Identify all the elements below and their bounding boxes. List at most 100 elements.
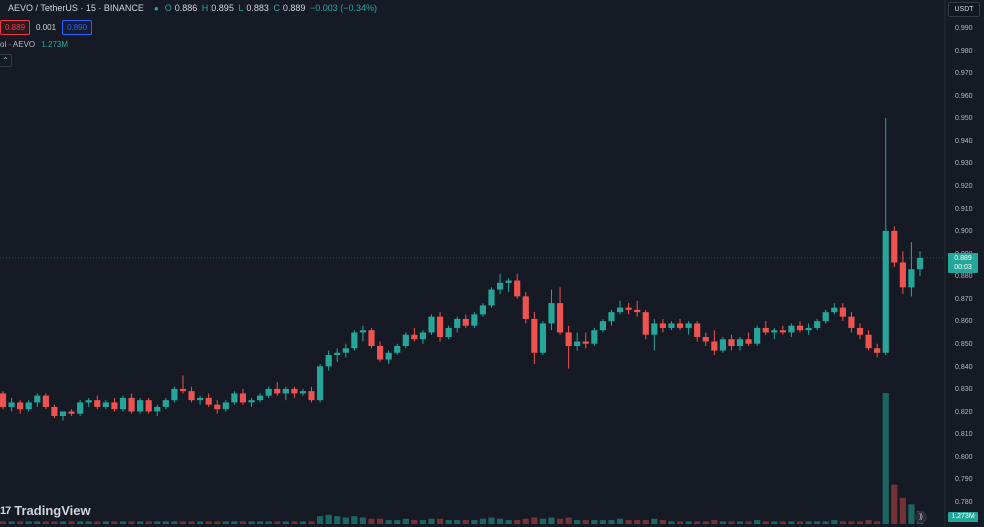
candle <box>68 409 75 416</box>
candle-body <box>659 323 666 328</box>
candle-body <box>239 393 247 403</box>
volume-bar <box>8 521 15 524</box>
volume-bar <box>736 521 744 524</box>
volume-bar <box>171 521 178 524</box>
candle <box>899 251 906 295</box>
candle-body <box>359 330 367 333</box>
candle-body <box>882 230 889 353</box>
symbol-title[interactable]: AEVO / TetherUS · 15 · BINANCE <box>8 3 144 13</box>
volume-bar <box>771 521 778 524</box>
candle <box>299 388 307 396</box>
volume-bar <box>634 520 641 524</box>
candle-body <box>34 395 41 403</box>
candle <box>874 343 881 358</box>
volume-bar <box>274 521 281 524</box>
volume-bar <box>651 518 658 524</box>
candle <box>137 397 144 414</box>
volume-bar <box>496 518 504 524</box>
volume-tag: 1.273M <box>948 512 978 522</box>
price-tick-label: 0.810 <box>955 431 973 439</box>
candle <box>436 312 444 342</box>
volume-bar <box>411 520 418 524</box>
candle-body <box>788 325 795 333</box>
candle-body <box>325 355 332 367</box>
candle <box>248 397 255 407</box>
buy-button[interactable]: 0.890 <box>62 20 93 35</box>
candle <box>634 300 641 317</box>
volume-bar <box>874 521 881 524</box>
candle-body <box>814 321 821 328</box>
price-tick-label: 0.920 <box>955 183 973 190</box>
candle-body <box>831 307 838 313</box>
candle-body <box>222 402 229 410</box>
candle-body <box>8 402 15 407</box>
candle-body <box>197 397 204 401</box>
volume-bar <box>505 520 512 524</box>
volume-bar <box>514 520 521 524</box>
volume-bar <box>479 518 487 524</box>
candle-body <box>745 339 752 344</box>
volume-bar <box>179 521 187 524</box>
volume-bar <box>231 521 238 524</box>
volume-bar <box>865 520 872 524</box>
volume-bar <box>616 518 624 524</box>
candle <box>882 118 889 356</box>
volume-bar <box>368 518 375 524</box>
volume-bar <box>908 504 915 524</box>
volume-bar <box>128 521 135 524</box>
price-tick-label: 0.930 <box>955 160 973 168</box>
candle <box>59 411 67 421</box>
collapse-legend-icon[interactable]: ⌃ <box>0 54 12 67</box>
candle-body <box>514 280 521 297</box>
candle-body <box>736 339 744 346</box>
volume-bar <box>197 521 204 524</box>
volume-legend-title: ol · AEVO <box>0 40 36 49</box>
candle <box>471 312 478 328</box>
candle <box>419 330 427 344</box>
candle <box>642 309 649 340</box>
candle <box>908 242 915 297</box>
candle <box>205 393 212 407</box>
candle-body <box>205 397 212 405</box>
candle-body <box>762 327 769 333</box>
candle-body <box>651 323 658 335</box>
price-tick-label: 0.990 <box>955 25 973 32</box>
candle-body <box>102 402 109 407</box>
candle <box>848 312 855 333</box>
candle-body <box>676 323 684 328</box>
scroll-to-realtime-icon[interactable]: ⟫ <box>915 511 927 523</box>
candle-body <box>248 400 255 403</box>
volume-bar <box>239 521 247 524</box>
candle-body <box>771 330 778 333</box>
candle <box>736 336 744 351</box>
volume-bar <box>891 484 898 524</box>
volume-bar <box>839 521 846 524</box>
change-value: −0.003 (−0.34%) <box>309 3 378 13</box>
candle-body <box>454 318 461 328</box>
volume-bar <box>565 517 572 524</box>
candle-body <box>231 393 238 403</box>
volume-bar <box>831 520 838 524</box>
volume-bar <box>556 518 564 524</box>
currency-button[interactable]: USDT <box>948 2 980 17</box>
candle <box>265 386 272 398</box>
candle-body <box>591 330 598 344</box>
candle-body <box>334 352 341 356</box>
candle-body <box>188 391 195 401</box>
price-tick-label: 0.780 <box>955 499 973 506</box>
tradingview-logo[interactable]: 17 TradingView <box>0 503 91 518</box>
volume-bar <box>445 520 452 524</box>
volume-bar <box>676 521 684 524</box>
candle-body <box>916 257 924 270</box>
candle <box>711 330 718 356</box>
candle <box>94 395 101 410</box>
volume-legend[interactable]: ol · AEVO 1.273M <box>0 40 68 49</box>
candle <box>188 386 195 403</box>
volume-bar <box>205 521 212 524</box>
candle-body <box>625 307 632 310</box>
sell-button[interactable]: 0.889 <box>0 20 31 35</box>
candle-body <box>865 334 872 349</box>
candle <box>582 332 589 349</box>
